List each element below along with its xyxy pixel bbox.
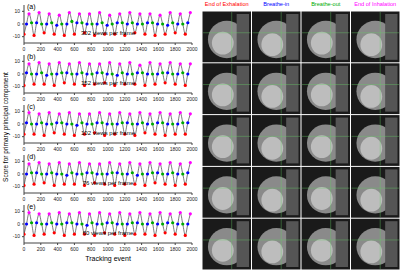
svg-text:0: 0 — [17, 221, 20, 227]
svg-text:2000: 2000 — [186, 46, 197, 52]
svg-text:1000: 1000 — [102, 246, 113, 252]
html-text:(b): (b) — [27, 53, 36, 60]
svg-text:1000: 1000 — [102, 96, 113, 102]
html-text:Breathe-out: Breathe-out — [311, 1, 341, 7]
svg-text:0: 0 — [23, 46, 26, 52]
svg-text:800: 800 — [87, 96, 96, 102]
svg-text:400: 400 — [53, 96, 62, 102]
html-text:76 views per frame: 76 views per frame — [82, 180, 134, 186]
svg-text:1000: 1000 — [102, 196, 113, 202]
svg-text:600: 600 — [70, 196, 79, 202]
svg-text:1800: 1800 — [170, 196, 181, 202]
svg-text:1200: 1200 — [119, 246, 130, 252]
svg-text:10: 10 — [14, 158, 20, 164]
svg-text:1200: 1200 — [119, 196, 130, 202]
svg-text:1000: 1000 — [102, 46, 113, 52]
svg-text:1400: 1400 — [136, 146, 147, 152]
svg-text:1400: 1400 — [136, 96, 147, 102]
svg-text:800: 800 — [87, 246, 96, 252]
svg-text:1600: 1600 — [153, 146, 164, 152]
svg-text:-10: -10 — [13, 233, 20, 239]
svg-text:200: 200 — [37, 196, 46, 202]
svg-text:1400: 1400 — [136, 46, 147, 52]
svg-text:1800: 1800 — [170, 146, 181, 152]
svg-text:2000: 2000 — [186, 146, 197, 152]
svg-text:200: 200 — [37, 146, 46, 152]
svg-text:-10: -10 — [13, 183, 20, 189]
html-text:End of Exhalation: End of Exhalation — [204, 1, 249, 7]
svg-text:0: 0 — [17, 121, 20, 127]
svg-text:2000: 2000 — [186, 96, 197, 102]
svg-text:400: 400 — [53, 146, 62, 152]
svg-text:1400: 1400 — [136, 196, 147, 202]
html-text:Tracking event: Tracking event — [85, 255, 131, 262]
svg-text:0: 0 — [17, 171, 20, 177]
svg-text:-10: -10 — [13, 83, 20, 89]
svg-text:1200: 1200 — [119, 146, 130, 152]
svg-text:1000: 1000 — [102, 146, 113, 152]
html-text:102 views per frame: 102 views per frame — [81, 130, 135, 136]
svg-text:0: 0 — [23, 96, 26, 102]
svg-text:800: 800 — [87, 196, 96, 202]
svg-text:1600: 1600 — [153, 196, 164, 202]
svg-text:10: 10 — [14, 208, 20, 214]
html-text:(d): (d) — [27, 153, 36, 160]
svg-text:1800: 1800 — [170, 96, 181, 102]
svg-text:800: 800 — [87, 146, 96, 152]
svg-text:1800: 1800 — [170, 46, 181, 52]
svg-text:2000: 2000 — [186, 196, 197, 202]
svg-text:600: 600 — [70, 46, 79, 52]
svg-text:0: 0 — [17, 21, 20, 27]
svg-text:1200: 1200 — [119, 46, 130, 52]
svg-text:200: 200 — [37, 96, 46, 102]
svg-text:400: 400 — [53, 196, 62, 202]
svg-text:200: 200 — [37, 46, 46, 52]
svg-text:200: 200 — [37, 246, 46, 252]
html-text:End of Inhalation: End of Inhalation — [354, 1, 397, 7]
html-text:(e): (e) — [27, 203, 36, 210]
svg-text:600: 600 — [70, 146, 79, 152]
html-text:Score for primary principal co: Score for primary principal component — [1, 72, 9, 182]
html-text:(a): (a) — [27, 3, 36, 10]
svg-text:400: 400 — [53, 246, 62, 252]
svg-text:600: 600 — [70, 246, 79, 252]
svg-text:1200: 1200 — [119, 96, 130, 102]
svg-text:1600: 1600 — [153, 46, 164, 52]
svg-text:0: 0 — [23, 146, 26, 152]
svg-text:-10: -10 — [13, 33, 20, 39]
html-text:Breathe-in: Breathe-in — [263, 1, 290, 7]
svg-text:10: 10 — [14, 58, 20, 64]
svg-text:0: 0 — [17, 71, 20, 77]
html-text:302 views per frame: 302 views per frame — [81, 30, 135, 36]
svg-text:400: 400 — [53, 46, 62, 52]
svg-text:1400: 1400 — [136, 246, 147, 252]
svg-text:1600: 1600 — [153, 246, 164, 252]
svg-text:1800: 1800 — [170, 246, 181, 252]
html-text:60 views per frame: 60 views per frame — [82, 230, 134, 236]
svg-text:10: 10 — [14, 108, 20, 114]
svg-text:10: 10 — [14, 8, 20, 14]
svg-text:1600: 1600 — [153, 96, 164, 102]
html-text:(c): (c) — [27, 103, 36, 110]
svg-text:800: 800 — [87, 46, 96, 52]
svg-text:600: 600 — [70, 96, 79, 102]
html-text:152 views per frame: 152 views per frame — [81, 80, 135, 86]
svg-text:-10: -10 — [13, 133, 20, 139]
svg-text:2000: 2000 — [186, 246, 197, 252]
svg-text:0: 0 — [23, 246, 26, 252]
svg-text:0: 0 — [23, 196, 26, 202]
